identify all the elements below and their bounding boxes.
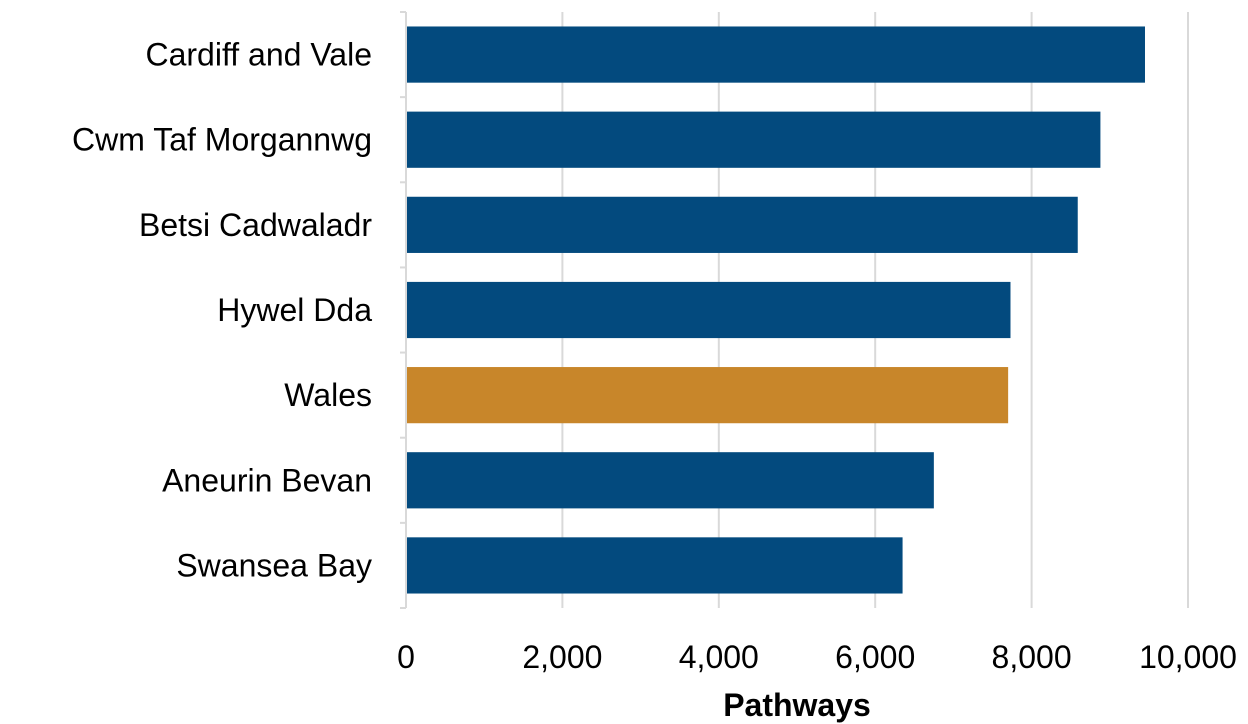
x-tick-label: 2,000 (522, 639, 602, 675)
bars (407, 26, 1145, 594)
category-label: Hywel Dda (217, 292, 372, 328)
category-label: Aneurin Bevan (162, 462, 372, 498)
x-tick-label: 4,000 (679, 639, 759, 675)
category-label: Wales (284, 377, 372, 413)
bar-cardiff-and-vale (407, 26, 1145, 83)
bar-betsi-cadwaladr (407, 196, 1078, 253)
x-tick-label: 8,000 (992, 639, 1072, 675)
bar-aneurin-bevan (407, 452, 934, 509)
x-tick-labels: 0 2,000 4,000 6,000 8,000 10,000 (397, 639, 1237, 675)
x-tick-label: 10,000 (1139, 639, 1237, 675)
bar-wales (407, 367, 1009, 424)
axes (400, 11, 407, 609)
category-label: Swansea Bay (176, 547, 372, 583)
bar-cwm-taf-morgannwg (407, 111, 1101, 168)
category-labels: Cardiff and Vale Cwm Taf Morgannwg Betsi C… (72, 37, 372, 584)
category-label: Betsi Cadwaladr (139, 207, 372, 243)
category-label: Cardiff and Vale (145, 37, 372, 73)
x-tick-label: 0 (397, 639, 415, 675)
category-label: Cwm Taf Morgannwg (72, 122, 372, 158)
x-axis-title: Pathways (723, 687, 871, 723)
bar-swansea-bay (407, 537, 903, 594)
x-tick-label: 6,000 (835, 639, 915, 675)
bar-hywel-dda (407, 281, 1011, 339)
